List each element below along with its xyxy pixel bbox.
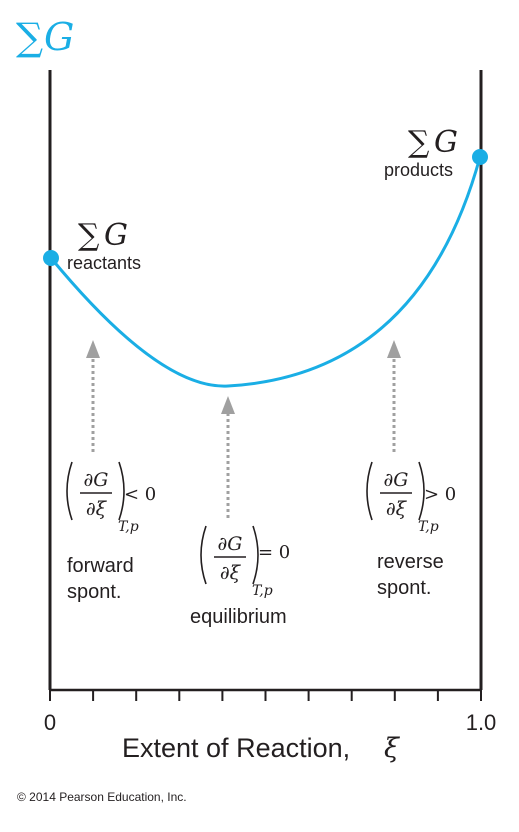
products-subscript: products: [384, 160, 453, 180]
reverse-derivative: ∂G ∂ξ T,p > 0 reverse spont.: [366, 461, 456, 599]
reactants-sum-symbol: ∑: [78, 218, 100, 253]
forward-left-paren: [66, 461, 73, 521]
reverse-subscript: T,p: [418, 519, 439, 535]
forward-derivative: ∂G ∂ξ T,p < 0 forward spont.: [66, 461, 156, 603]
copyright-text: © 2014 Pearson Education, Inc.: [17, 790, 187, 804]
forward-subscript: T,p: [118, 519, 139, 535]
x-min-label: 0: [44, 710, 56, 735]
products-point: [472, 149, 488, 165]
y-axis-title: ∑ G: [16, 15, 74, 59]
equilibrium-derivative: ∂G ∂ξ T,p = 0 equilibrium: [190, 525, 290, 628]
g-letter: G: [44, 15, 74, 59]
equilibrium-label: equilibrium: [190, 606, 287, 628]
products-label: ∑ G products: [384, 125, 458, 180]
forward-right-paren: [118, 461, 125, 521]
equilibrium-subscript: T,p: [252, 583, 273, 599]
x-axis-ticks: [49, 690, 482, 701]
reactants-point: [43, 250, 59, 266]
equilibrium-numerator: ∂G: [217, 533, 242, 555]
products-sum-symbol: ∑: [408, 125, 430, 160]
equilibrium-left-paren: [200, 525, 207, 585]
reverse-label-line2: spont.: [377, 577, 431, 599]
reverse-left-paren: [366, 461, 373, 521]
sum-symbol: ∑: [16, 15, 43, 59]
gibbs-curve: [49, 156, 482, 388]
equilibrium-arrow: [221, 396, 235, 518]
equilibrium-right-paren: [252, 525, 259, 585]
reverse-label-line1: reverse: [377, 551, 444, 573]
forward-arrow: [86, 340, 100, 452]
reverse-numerator: ∂G: [383, 469, 408, 491]
x-axis-title: Extent of Reaction, ξ: [122, 733, 400, 764]
reactants-g-letter: G: [104, 218, 128, 253]
x-axis-title-text: Extent of Reaction,: [122, 733, 350, 763]
reactants-label: ∑ G reactants: [67, 218, 141, 273]
products-g-letter: G: [434, 125, 458, 160]
forward-label-line1: forward: [67, 555, 134, 577]
reverse-relation: > 0: [424, 484, 456, 505]
xi-symbol: ξ: [384, 733, 400, 764]
reverse-right-paren: [418, 461, 425, 521]
equilibrium-denominator: ∂ξ: [220, 562, 242, 584]
reverse-denominator: ∂ξ: [386, 498, 408, 520]
forward-relation: < 0: [124, 484, 156, 505]
forward-label-line2: spont.: [67, 581, 121, 603]
forward-denominator: ∂ξ: [86, 498, 108, 520]
reactants-subscript: reactants: [67, 253, 141, 273]
x-max-label: 1.0: [466, 710, 497, 735]
equilibrium-relation: = 0: [258, 542, 290, 563]
reverse-arrow: [387, 340, 401, 452]
forward-numerator: ∂G: [83, 469, 108, 491]
